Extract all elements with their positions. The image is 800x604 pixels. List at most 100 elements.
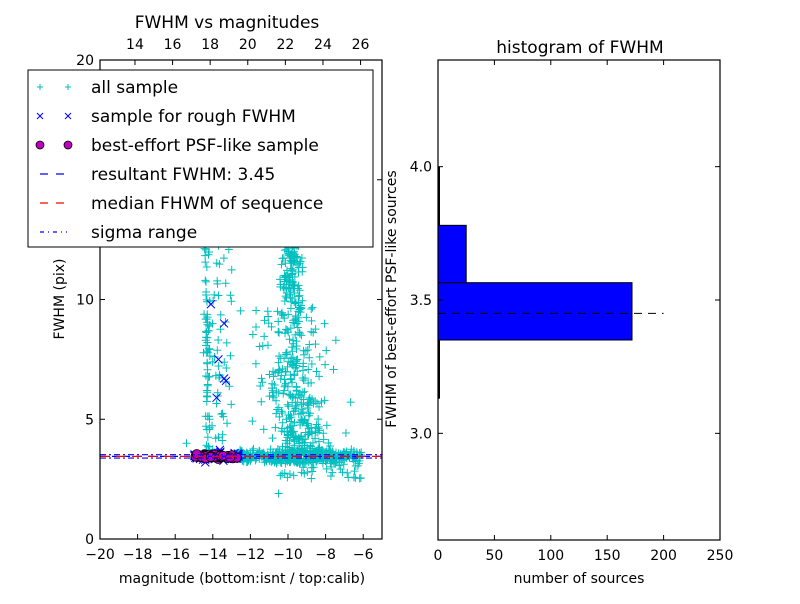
all-sample-point (260, 316, 269, 325)
all-sample-point (200, 310, 209, 319)
all-sample-point (265, 392, 274, 401)
all-sample-point (288, 270, 297, 279)
all-sample-point (182, 439, 191, 448)
all-sample-point (289, 471, 298, 480)
x-tick-label: −6 (353, 547, 374, 563)
all-sample-point (318, 449, 327, 458)
all-sample-point (226, 291, 235, 300)
all-sample-point (289, 427, 298, 436)
all-sample-point (329, 365, 338, 374)
all-sample-point (338, 468, 347, 477)
psf-sample-point (191, 449, 202, 459)
all-sample-point (293, 260, 302, 269)
all-sample-point (322, 464, 331, 473)
legend-circle-icon (35, 140, 45, 150)
scatter-plot: FWHM vs magnitudes −20 −18 −16 −14 −12 −10 −8−… (27, 13, 383, 587)
hlines (100, 454, 382, 459)
y-tick-label: 3.0 (410, 426, 432, 442)
all-sample-point (326, 471, 335, 480)
all-sample-point (205, 352, 214, 361)
all-sample-point (298, 362, 307, 371)
all-sample-point (355, 456, 364, 465)
all-sample-point (301, 435, 310, 444)
all-sample-point (303, 421, 312, 430)
all-sample-point (269, 393, 278, 402)
all-sample-point (259, 425, 268, 434)
all-sample-point (292, 319, 301, 328)
all-sample-point (252, 306, 261, 315)
all-sample-point (214, 335, 223, 344)
all-sample-point (280, 284, 289, 293)
all-sample-point (286, 252, 295, 261)
all-sample-point (322, 421, 331, 430)
all-sample-point (278, 254, 287, 263)
all-sample-point (300, 438, 309, 447)
all-sample-point (292, 341, 301, 350)
all-sample-point (343, 468, 352, 477)
legend: all sample sample for rough FWHM best-effo… (27, 69, 374, 248)
all-sample-point (223, 419, 232, 428)
all-sample-point (355, 448, 364, 457)
all-sample-point (307, 474, 316, 483)
all-sample-point (203, 381, 212, 390)
all-sample-point (242, 457, 251, 466)
rough-sample-point (214, 355, 223, 364)
all-sample-point (317, 453, 326, 462)
top-tick-label: 26 (352, 37, 370, 53)
all-sample-point (288, 347, 297, 356)
all-sample-point (307, 305, 316, 314)
all-sample-point (280, 386, 289, 395)
all-sample-point (201, 258, 210, 267)
all-sample-point (297, 253, 306, 262)
all-sample-point (276, 354, 285, 363)
all-sample-point (297, 393, 306, 402)
all-sample-point (311, 428, 320, 437)
all-sample-point (280, 469, 289, 478)
all-sample-point (298, 267, 307, 276)
all-sample-point (292, 361, 301, 370)
all-sample-point (281, 459, 290, 468)
all-sample-point (208, 421, 217, 430)
all-sample-point (222, 338, 231, 347)
all-sample-point (300, 387, 309, 396)
all-sample-point (203, 338, 212, 347)
all-sample-point (267, 322, 276, 331)
all-sample-point (307, 360, 316, 369)
all-sample-point (291, 456, 300, 465)
all-sample-point (219, 254, 228, 263)
all-sample-point (301, 447, 310, 456)
all-sample-point (274, 317, 283, 326)
all-sample-point (322, 346, 331, 355)
all-sample-point (346, 398, 355, 407)
rough-sample-point (206, 299, 216, 309)
all-sample-point (304, 379, 313, 388)
x-ticks: 0 50 100 150 200 250 (434, 60, 733, 564)
all-sample-point (286, 324, 295, 333)
all-sample-point (295, 329, 304, 338)
scatter-xlabel: magnitude (bottom:isnt / top:calib) (119, 571, 365, 587)
all-sample-point (297, 331, 306, 340)
all-sample-point (300, 350, 309, 359)
x-tick-label: 100 (537, 548, 564, 564)
all-sample-point (356, 473, 365, 482)
all-sample-point (282, 350, 291, 359)
all-sample-point (252, 322, 261, 331)
all-sample-point (213, 346, 222, 355)
x-tick-label: −14 (198, 547, 228, 563)
all-sample-point (286, 289, 295, 298)
all-sample-point (326, 448, 335, 457)
all-sample-point (288, 378, 297, 387)
all-sample-point (258, 378, 267, 387)
all-sample-point (284, 328, 293, 337)
all-sample-point (273, 307, 282, 316)
y-tick-label: 4.0 (410, 160, 432, 176)
all-sample-point (227, 297, 236, 306)
top-tick-label: 16 (164, 37, 182, 53)
all-sample-point (341, 428, 350, 437)
all-sample-point (271, 368, 280, 377)
all-sample-point (278, 364, 287, 373)
histogram-title: histogram of FWHM (496, 38, 663, 58)
all-sample-point (294, 410, 303, 419)
all-sample-point (202, 315, 211, 324)
all-sample-point (203, 433, 212, 442)
